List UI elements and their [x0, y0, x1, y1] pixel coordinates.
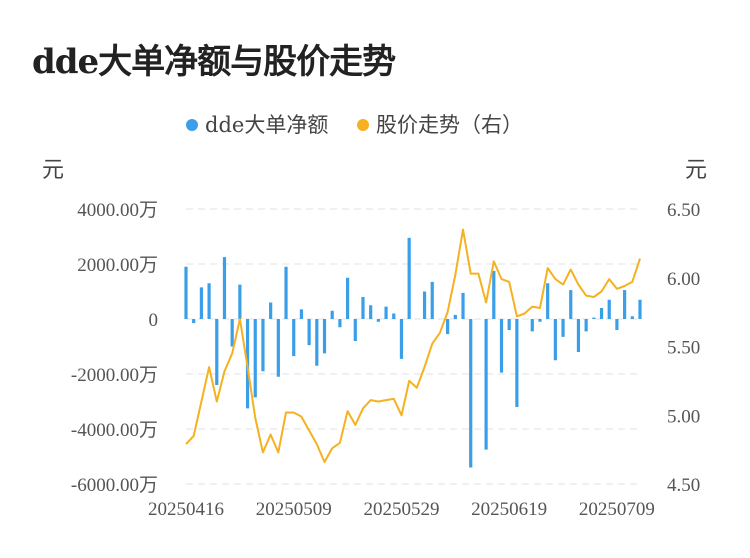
- bar-29: [407, 237, 411, 319]
- left-tick-label-2: 0: [149, 310, 159, 331]
- bar-20: [338, 319, 342, 328]
- bar-37: [469, 319, 473, 468]
- bar-54: [599, 308, 604, 319]
- bar-49: [561, 319, 565, 337]
- left-tick-label-1: 2000.00万: [77, 255, 158, 276]
- bar-17: [315, 319, 319, 366]
- legend-marker-dde: [186, 119, 198, 131]
- x-tick-label-3: 20250619: [471, 499, 547, 520]
- axes: 4000.00万 2000.00万 0 -2000.00万 -4000.00万 -6000…: [42, 158, 707, 520]
- bar-51: [576, 319, 581, 352]
- bar-2: [199, 287, 203, 319]
- bar-19: [330, 310, 334, 319]
- bar-42: [507, 319, 511, 330]
- bar-27: [392, 313, 396, 319]
- bar-3: [207, 283, 211, 319]
- bar-12: [276, 319, 280, 377]
- bar-34: [446, 319, 450, 335]
- bar-45: [530, 319, 534, 332]
- bar-11: [269, 302, 273, 319]
- bar-13: [284, 266, 288, 319]
- bar-4: [215, 319, 219, 385]
- line-series: [185, 228, 641, 463]
- bar-32: [430, 281, 434, 319]
- left-tick-label-3: -2000.00万: [71, 365, 158, 386]
- left-axis-unit: 元: [42, 158, 64, 183]
- bar-14: [292, 319, 296, 357]
- bar-0: [184, 266, 188, 319]
- bar-18: [322, 319, 327, 354]
- bar-26: [384, 306, 388, 319]
- right-axis-unit: 元: [685, 158, 707, 183]
- bar-10: [261, 319, 265, 372]
- bar-24: [369, 305, 373, 319]
- bar-43: [515, 319, 519, 407]
- x-tick-label-2: 20250529: [363, 499, 439, 520]
- bar-52: [584, 319, 588, 332]
- right-tick-label-0: 6.50: [667, 200, 700, 221]
- bar-series: [184, 237, 642, 468]
- bar-5: [222, 257, 227, 319]
- bar-41: [499, 319, 504, 373]
- right-tick-label-3: 5.00: [667, 406, 700, 427]
- bar-1: [192, 319, 196, 324]
- chart-title: dde大单净额与股价走势: [32, 42, 396, 82]
- bar-59: [638, 299, 642, 319]
- right-tick-label-4: 4.50: [667, 475, 700, 496]
- bar-31: [422, 291, 427, 319]
- bar-58: [630, 316, 634, 319]
- bar-21: [345, 277, 350, 319]
- price-line: [185, 228, 641, 463]
- bar-53: [592, 317, 596, 319]
- legend[interactable]: dde大单净额 股价走势（右）: [186, 113, 523, 137]
- bar-6: [230, 319, 234, 347]
- bar-28: [399, 319, 404, 359]
- legend-label-dde[interactable]: dde大单净额: [205, 113, 328, 137]
- bar-7: [238, 284, 242, 319]
- right-tick-label-1: 6.00: [667, 269, 700, 290]
- bar-35: [453, 314, 457, 319]
- bar-9: [253, 319, 257, 398]
- left-tick-label-4: -4000.00万: [71, 420, 158, 441]
- bar-55: [607, 299, 611, 319]
- bar-25: [376, 319, 380, 322]
- legend-marker-price: [357, 119, 369, 131]
- left-tick-label-5: -6000.00万: [71, 475, 158, 496]
- bar-22: [353, 319, 357, 341]
- bar-46: [538, 319, 542, 322]
- bar-48: [553, 319, 557, 361]
- bar-40: [492, 270, 496, 319]
- bar-47: [546, 283, 550, 319]
- x-tick-label-0: 20250416: [148, 499, 224, 520]
- right-tick-label-2: 5.50: [667, 338, 700, 359]
- x-tick-label-1: 20250509: [256, 499, 332, 520]
- bar-23: [361, 297, 365, 319]
- legend-label-price[interactable]: 股价走势（右）: [376, 113, 523, 137]
- bar-56: [615, 319, 619, 330]
- x-tick-label-4: 20250709: [579, 499, 655, 520]
- bar-16: [307, 319, 311, 346]
- bar-50: [569, 290, 573, 319]
- bar-57: [623, 290, 627, 319]
- bar-15: [299, 309, 304, 319]
- bar-36: [461, 292, 465, 319]
- bar-39: [484, 319, 488, 450]
- left-tick-label-0: 4000.00万: [77, 200, 158, 221]
